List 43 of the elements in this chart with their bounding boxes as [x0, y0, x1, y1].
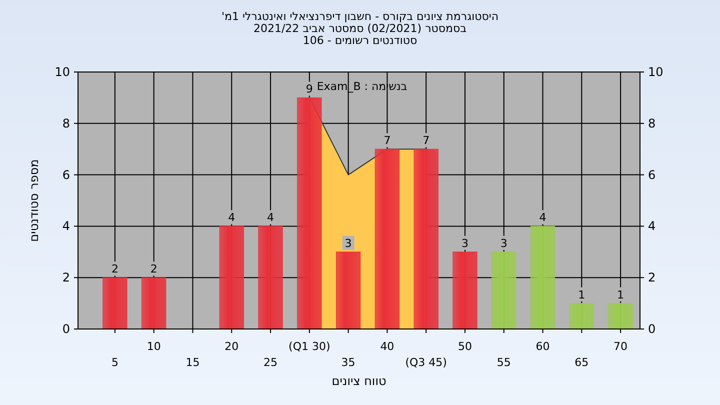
- x-tick-label: 25: [264, 356, 278, 369]
- x-tick-label: 65: [574, 356, 589, 369]
- y-tick-label: 0: [62, 322, 70, 336]
- data-label: 4: [267, 211, 274, 224]
- x-tick-label: 60: [536, 340, 550, 353]
- y-tick-label: 6: [62, 168, 70, 182]
- data-label: 1: [578, 288, 586, 302]
- y2-tick-label: 0: [648, 322, 656, 336]
- y2-tick-label: 2: [648, 270, 656, 285]
- data-label: 3: [500, 236, 508, 250]
- x-tick-label: 35: [341, 356, 356, 369]
- data-label: 7: [422, 134, 430, 148]
- y-tick-label: 10: [54, 65, 70, 79]
- x-tick-label: 5: [111, 356, 118, 369]
- y-axis-title: מספר סטודנטים: [27, 159, 41, 242]
- y2-tick-label: 6: [648, 168, 656, 182]
- y2-tick-label: 10: [648, 65, 664, 79]
- x-axis-title: טווח ציונים: [332, 374, 386, 388]
- data-label: 4: [228, 211, 236, 224]
- x-tick-label: 15: [186, 356, 200, 369]
- data-label: 7: [384, 134, 391, 148]
- x-tick-label: 55: [496, 356, 511, 369]
- y-tick-label: 2: [62, 270, 70, 285]
- x-tick-label: 10: [146, 340, 161, 353]
- data-label: 2: [150, 262, 158, 276]
- y-tick-label: 8: [62, 116, 70, 130]
- x-tick-label: 40: [380, 340, 394, 353]
- data-label: 3: [344, 236, 352, 250]
- y2-tick-label: 4: [648, 219, 656, 234]
- x-tick-label: 70: [614, 340, 628, 353]
- data-label: 9: [306, 82, 313, 96]
- y2-tick-label: 8: [648, 116, 656, 130]
- data-label: 4: [539, 211, 546, 224]
- data-label: 2: [111, 262, 118, 276]
- chart-title: היסטוגרמת ציונים בקורס - חשבון דיפרנציאלי ואינטגרלי 1מ': [221, 10, 499, 23]
- data-label: 3: [461, 236, 468, 250]
- data-label: 1: [617, 288, 624, 302]
- x-tick-label: 50: [458, 340, 472, 353]
- chart-subtitle: בסמסטר (02/2021) סמסטר אביב 2021/22 סטודנטים רשומים - 106: [253, 22, 467, 47]
- x-tick-label: (Q3 45): [405, 356, 447, 369]
- x-tick-label: (Q1 30): [288, 340, 330, 353]
- x-tick-label: 20: [224, 340, 239, 353]
- y-tick-label: 4: [62, 219, 70, 234]
